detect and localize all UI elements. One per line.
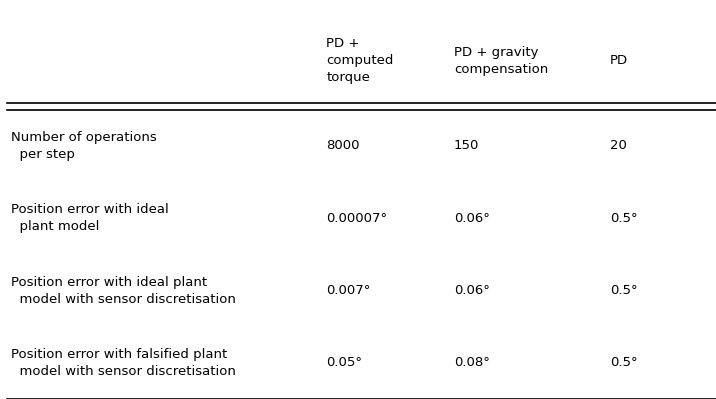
Text: 0.5°: 0.5° — [610, 212, 637, 225]
Text: 150: 150 — [454, 139, 479, 152]
Text: PD + gravity
compensation: PD + gravity compensation — [454, 46, 548, 76]
Text: 0.00007°: 0.00007° — [326, 212, 387, 225]
Text: 8000: 8000 — [326, 139, 359, 152]
Text: Number of operations
  per step: Number of operations per step — [11, 131, 157, 161]
Text: 0.5°: 0.5° — [610, 284, 637, 297]
Text: PD: PD — [610, 54, 628, 67]
Text: 20: 20 — [610, 139, 626, 152]
Text: Position error with ideal
  plant model: Position error with ideal plant model — [11, 203, 168, 233]
Text: PD +
computed
torque: PD + computed torque — [326, 38, 394, 84]
Text: 0.5°: 0.5° — [610, 356, 637, 369]
Text: 0.06°: 0.06° — [454, 284, 490, 297]
Text: 0.06°: 0.06° — [454, 212, 490, 225]
Text: 0.05°: 0.05° — [326, 356, 362, 369]
Text: 0.007°: 0.007° — [326, 284, 371, 297]
Text: 0.08°: 0.08° — [454, 356, 490, 369]
Text: Position error with falsified plant
  model with sensor discretisation: Position error with falsified plant mode… — [11, 348, 236, 378]
Text: Position error with ideal plant
  model with sensor discretisation: Position error with ideal plant model wi… — [11, 276, 236, 306]
